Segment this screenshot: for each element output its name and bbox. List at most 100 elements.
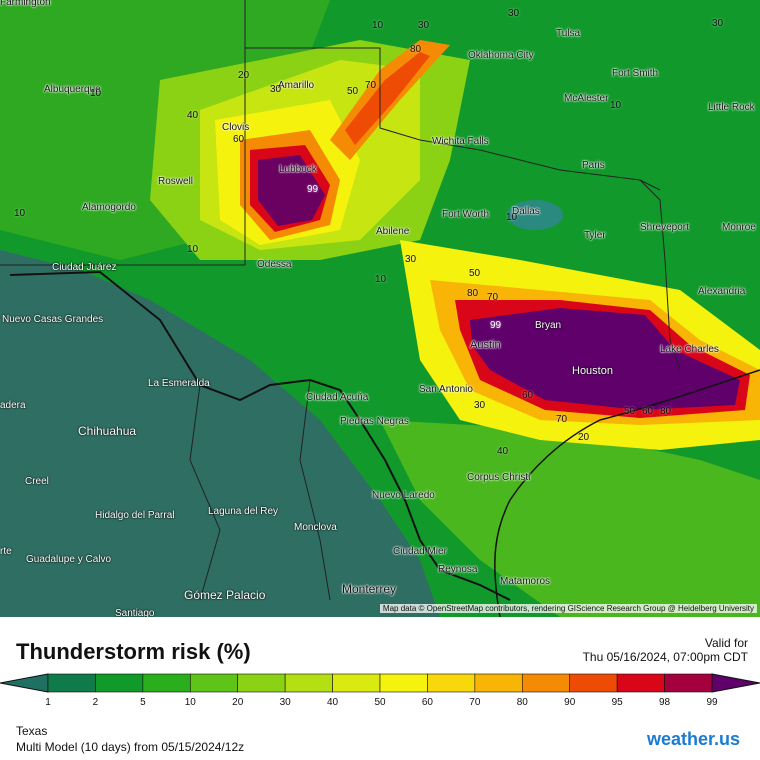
scale-swatch — [47, 673, 96, 693]
city-label: Amarillo — [278, 80, 315, 91]
scale-swatch — [427, 673, 476, 693]
scale-arrow-high — [711, 673, 760, 693]
scale-swatch — [379, 673, 428, 693]
contour-label: 60 — [522, 390, 534, 401]
city-label: Ciudad Juárez — [52, 262, 117, 273]
scale-tick-label: 40 — [327, 697, 339, 708]
valid-time: Thu 05/16/2024, 07:00pm CDT — [582, 650, 748, 664]
city-label: McAlester — [564, 93, 609, 104]
city-label: Little Rock — [708, 102, 755, 113]
city-label: Bryan — [535, 320, 562, 331]
scale-tick-label: 2 — [92, 697, 99, 708]
city-label: Lubbock — [279, 164, 317, 175]
city-label: Tulsa — [556, 28, 581, 39]
contour-label: 30 — [712, 18, 724, 29]
scale-tick-label: 5 — [140, 697, 146, 708]
city-label: Corpus Christi — [467, 472, 531, 483]
city-label: Alamogordo — [82, 202, 136, 213]
scale-swatch — [474, 673, 523, 693]
city-label: Roswell — [158, 176, 194, 187]
city-label: Tyler — [584, 230, 606, 241]
city-label: Albuquerque — [44, 84, 101, 95]
contour-label: 20 — [238, 70, 250, 81]
scale-tick-label: 80 — [516, 697, 528, 708]
contour-label: 10 — [372, 20, 384, 31]
city-label: Chihuahua — [78, 424, 137, 438]
contour-label: 30 — [270, 84, 282, 95]
contour-label: 10 — [187, 244, 199, 255]
contour-label: 10 — [506, 212, 518, 223]
city-label: Matamoros — [500, 576, 551, 587]
contour-label: 80 — [410, 44, 422, 55]
scale-tick-label: 98 — [659, 697, 671, 708]
scale-tick-label: 1 — [45, 697, 51, 708]
city-label: Austin — [470, 339, 501, 351]
scale-tick-label: 90 — [564, 697, 576, 708]
city-label: Guadalupe y Calvo — [26, 554, 112, 565]
city-label: Nuevo Casas Grandes — [2, 314, 104, 325]
city-label: Monterrey — [342, 582, 397, 596]
city-label: Alexandria — [698, 286, 746, 297]
legend-panel: Thunderstorm risk (%) Valid for Thu 05/1… — [0, 617, 760, 760]
city-label: Reynosa — [438, 564, 478, 575]
city-label: Gómez Palacio — [184, 588, 266, 602]
city-label: Laguna del Rey — [208, 506, 279, 517]
scale-tick-label: 20 — [232, 697, 244, 708]
scale-swatch — [95, 673, 144, 693]
scale-swatch — [521, 673, 571, 693]
city-label: Fort Worth — [442, 209, 490, 220]
contour-label: 70 — [365, 80, 377, 91]
color-scale-bar — [0, 673, 760, 693]
scale-tick-label: 60 — [421, 697, 433, 708]
contour-label: 60 — [233, 134, 245, 145]
scale-tick-label: 10 — [184, 697, 196, 708]
city-label: Oklahoma City — [468, 50, 534, 61]
scale-swatch — [142, 673, 191, 693]
city-label: Ciudad Mier — [393, 546, 447, 557]
city-label: Monclova — [294, 522, 337, 533]
contour-label: 40 — [187, 110, 199, 121]
city-label: Odessa — [257, 259, 292, 270]
contour-label: 10 — [610, 100, 622, 111]
city-label: Shreveport — [640, 222, 689, 233]
scale-tick-label: 95 — [611, 697, 623, 708]
region-label: Texas — [16, 724, 48, 738]
contour-label: 50 — [469, 268, 481, 279]
city-label: Dallas — [512, 206, 540, 217]
city-label: Creel — [25, 476, 49, 487]
scale-swatch — [332, 673, 381, 693]
scale-swatch — [664, 673, 713, 693]
map-canvas — [0, 0, 760, 617]
scale-tick-label: 30 — [279, 697, 291, 708]
city-label: Abilene — [376, 226, 410, 237]
brand-logo[interactable]: weather.us — [646, 729, 740, 749]
scale-tick-label: 70 — [469, 697, 481, 708]
city-label: Wichita Falls — [432, 136, 489, 147]
city-label: Farmington — [0, 0, 51, 8]
city-label: Lake Charles — [660, 344, 719, 355]
city-label: Santiago — [115, 608, 155, 617]
city-label: Monroe — [722, 222, 756, 233]
scale-swatch — [284, 673, 333, 693]
contour-label: 50 — [624, 406, 636, 417]
contour-label: 10 — [375, 274, 387, 285]
contour-label: 30 — [405, 254, 417, 265]
city-label: Clovis — [222, 122, 250, 133]
scale-tick-label: 50 — [374, 697, 386, 708]
city-label: Ciudad Acuña — [306, 392, 369, 403]
contour-label: 30 — [508, 8, 520, 19]
city-label: Nuevo Laredo — [372, 490, 435, 501]
city-label: adera — [0, 400, 26, 411]
forecast-map[interactable]: Albuquerque Amarillo Clovis Roswell Alam… — [0, 0, 760, 617]
scale-swatch — [616, 673, 665, 693]
scale-swatch — [569, 673, 618, 693]
city-label: Paris — [582, 160, 605, 171]
contour-label: 80 — [660, 406, 672, 417]
legend-title: Thunderstorm risk (%) — [16, 639, 251, 664]
contour-label: 80 — [467, 288, 479, 299]
contour-label: 30 — [474, 400, 486, 411]
contour-label: 60 — [642, 406, 654, 417]
map-attribution[interactable]: Map data © OpenStreetMap contributors, r… — [379, 604, 757, 613]
city-label: La Esmeralda — [148, 378, 210, 389]
contour-label: 40 — [497, 446, 509, 457]
